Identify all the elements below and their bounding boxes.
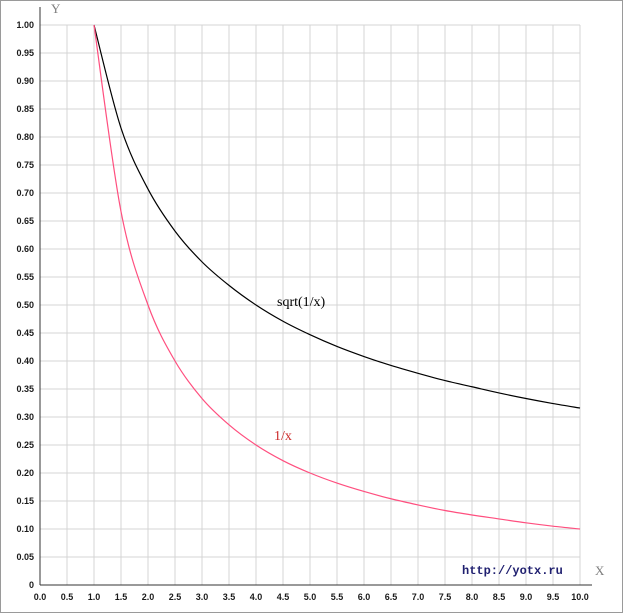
x-tick-label-9: 4.5	[277, 592, 290, 602]
x-tick-labels: 0.0 0.5 1.0 1.5 2.0 2.5 3.0 3.5 4.0 4.5 5.0 5.5 6.0 6…	[34, 592, 589, 602]
y-tick-label-16: 0.80	[16, 132, 34, 142]
x-tick-label-13: 6.5	[385, 592, 398, 602]
y-tick-label-13: 0.65	[16, 216, 34, 226]
y-tick-label-3: 0.15	[16, 496, 34, 506]
x-tick-label-1: 0.5	[61, 592, 74, 602]
y-tick-label-7: 0.35	[16, 384, 34, 394]
y-tick-label-15: 0.75	[16, 160, 34, 170]
y-tick-label-8: 0.40	[16, 356, 34, 366]
x-tick-label-2: 1.0	[88, 592, 101, 602]
y-tick-label-20: 1.00	[16, 20, 34, 30]
x-tick-label-18: 9.0	[520, 592, 533, 602]
watermark-url: http://yotx.ru	[462, 564, 563, 578]
y-tick-label-0: 0	[29, 580, 34, 590]
annotation-reciprocal-label: 1/x	[274, 429, 292, 444]
y-tick-label-14: 0.70	[16, 188, 34, 198]
y-tick-label-2: 0.10	[16, 524, 34, 534]
y-tick-label-1: 0.05	[16, 552, 34, 562]
y-tick-label-18: 0.90	[16, 76, 34, 86]
y-tick-label-17: 0.85	[16, 104, 34, 114]
y-tick-labels: 0 0.05 0.10 0.15 0.20 0.25 0.30 0.35 0.40 0.45 0.5…	[16, 20, 34, 590]
y-tick-label-5: 0.25	[16, 440, 34, 450]
y-tick-label-19: 0.95	[16, 48, 34, 58]
annotation-sqrt-label: sqrt(1/x)	[277, 295, 326, 310]
series-line-0	[93, 24, 581, 409]
x-tick-label-15: 7.5	[439, 592, 452, 602]
x-tick-label-0: 0.0	[34, 592, 47, 602]
x-tick-label-8: 4.0	[250, 592, 263, 602]
x-tick-label-17: 8.5	[493, 592, 506, 602]
x-tick-label-5: 2.5	[169, 592, 182, 602]
series-lines	[93, 24, 581, 530]
x-axis-label: X	[595, 563, 605, 578]
y-tick-label-6: 0.30	[16, 412, 34, 422]
x-tick-label-6: 3.0	[196, 592, 209, 602]
x-tick-label-3: 1.5	[115, 592, 128, 602]
series-line-1	[93, 24, 581, 530]
x-tick-label-12: 6.0	[358, 592, 371, 602]
x-tick-label-14: 7.0	[412, 592, 425, 602]
y-tick-label-4: 0.20	[16, 468, 34, 478]
y-tick-label-10: 0.50	[16, 300, 34, 310]
x-tick-label-11: 5.5	[331, 592, 344, 602]
x-tick-label-19: 9.5	[547, 592, 560, 602]
x-tick-label-7: 3.5	[223, 592, 236, 602]
y-tick-label-11: 0.55	[16, 272, 34, 282]
x-tick-label-16: 8.0	[466, 592, 479, 602]
x-tick-label-10: 5.0	[304, 592, 317, 602]
y-axis-label: Y	[51, 1, 61, 16]
axes	[39, 7, 592, 586]
y-tick-label-9: 0.45	[16, 328, 34, 338]
x-tick-label-4: 2.0	[142, 592, 155, 602]
x-tick-label-20: 10.0	[571, 592, 589, 602]
y-tick-label-12: 0.60	[16, 244, 34, 254]
